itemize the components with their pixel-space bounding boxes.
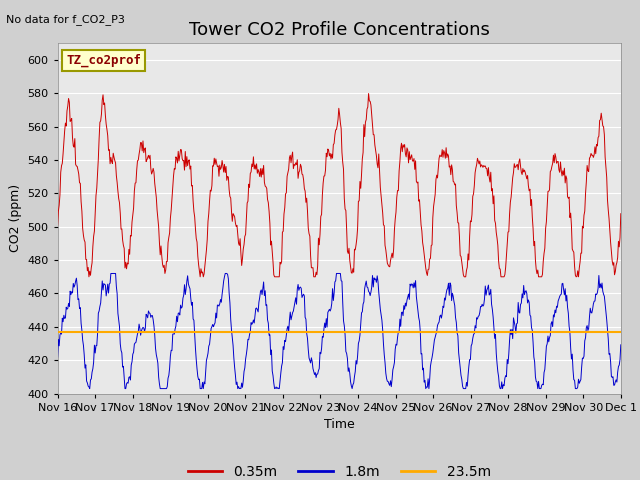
Text: No data for f_CO2_P3: No data for f_CO2_P3 bbox=[6, 14, 125, 25]
Legend: 0.35m, 1.8m, 23.5m: 0.35m, 1.8m, 23.5m bbox=[182, 460, 496, 480]
Y-axis label: CO2 (ppm): CO2 (ppm) bbox=[9, 184, 22, 252]
Title: Tower CO2 Profile Concentrations: Tower CO2 Profile Concentrations bbox=[189, 21, 490, 39]
X-axis label: Time: Time bbox=[324, 418, 355, 431]
Text: TZ_co2prof: TZ_co2prof bbox=[66, 54, 141, 67]
